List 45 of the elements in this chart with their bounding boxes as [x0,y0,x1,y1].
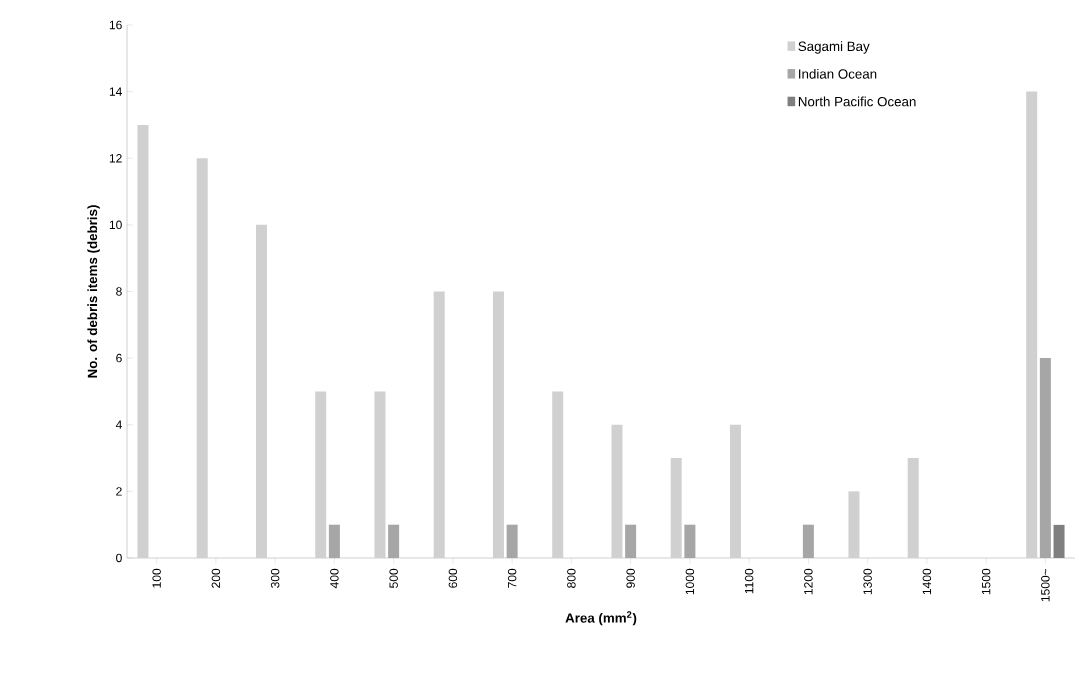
bar [196,158,208,558]
x-tick-label: 200 [211,568,221,588]
x-tick-label: 500 [389,568,398,588]
y-tick-label: 12 [109,154,122,163]
bar [848,491,860,558]
x-tick-label: 600 [448,568,458,588]
bar [315,391,327,558]
legend-label: Sagami Bay [798,41,870,54]
y-tick-label: 10 [109,220,122,230]
y-tick-label: 16 [109,20,122,30]
bar [611,424,623,558]
bar [1026,91,1038,558]
x-tick-label: 700 [507,568,517,588]
y-tick-label: 2 [116,487,122,496]
y-tick-label: 8 [116,287,122,296]
legend-label: Indian Ocean [799,68,877,79]
bar [1053,524,1065,558]
x-axis-title: Area (mm$^{2}$) [565,611,637,626]
x-tick-label: 100 [152,568,161,588]
x-tick-label: 400 [330,568,339,589]
x-tick-label: 900 [626,568,635,588]
x-tick-label: 1000 [685,568,695,595]
x-tick-label: 1400 [922,568,932,595]
x-tick-label: 1100 [744,568,754,594]
x-tick-label: 1200 [804,568,813,595]
y-tick-label: 0 [116,553,122,563]
y-tick-label: 6 [116,353,122,363]
bar [137,124,149,558]
bar [374,391,386,558]
bar [255,224,267,558]
y-axis-title: No. of debris items (debris) [87,205,100,378]
bar [729,424,741,558]
x-tick-label: 300 [270,568,280,588]
x-tick-label: 1500 [981,568,991,595]
legend-label: North Pacific Ocean [798,96,916,107]
bar [552,391,564,558]
bar [907,458,919,558]
x-tick-label: 1300 [863,568,872,595]
bar [670,458,682,558]
bar [492,291,504,558]
bar [433,291,445,558]
x-tick-label: 800 [567,568,576,588]
x-tick-label: 1500~ [1041,568,1050,602]
y-tick-label: 4 [115,420,122,429]
y-tick-label: 14 [109,87,122,96]
